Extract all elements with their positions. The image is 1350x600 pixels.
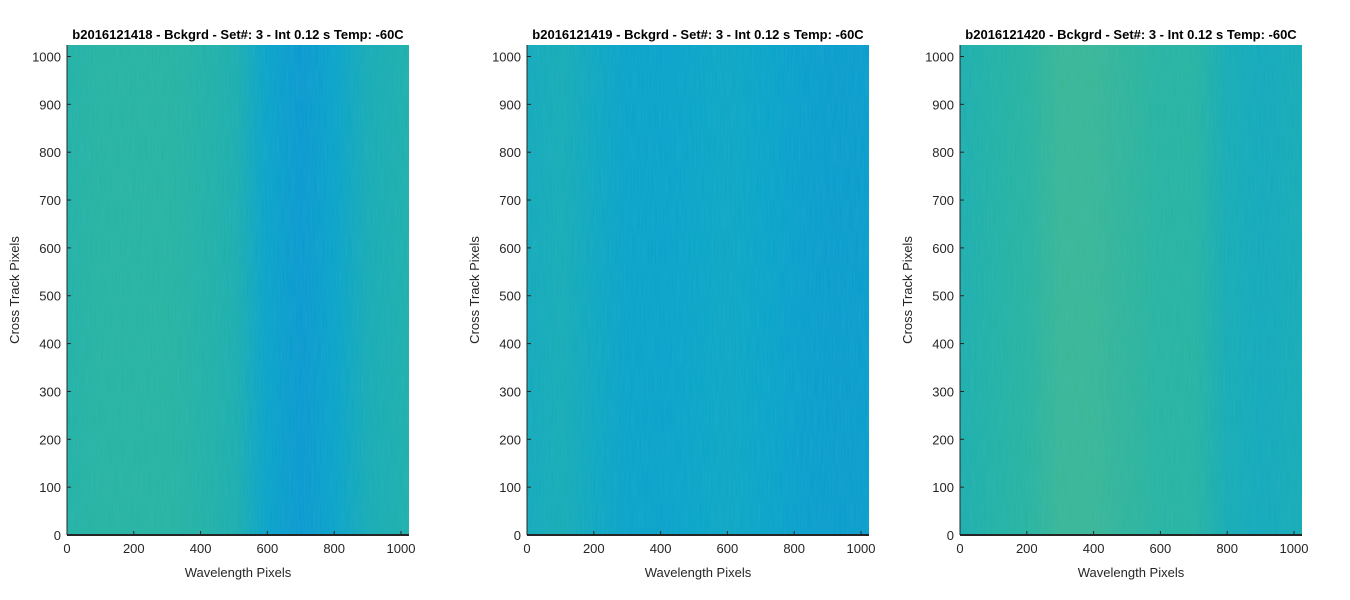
y-tick-label: 600 xyxy=(499,241,521,256)
panel-2: b2016121419 - Bckgrd - Set#: 3 - Int 0.1… xyxy=(467,27,875,580)
y-tick-label: 0 xyxy=(947,528,954,543)
y-tick-label: 300 xyxy=(932,384,954,399)
panel-1-x-axis-label: Wavelength Pixels xyxy=(185,565,292,580)
y-tick-label: 200 xyxy=(499,432,521,447)
x-tick-label: 800 xyxy=(1216,541,1238,556)
panel-1-y-axis-label: Cross Track Pixels xyxy=(7,236,22,344)
y-tick-label: 0 xyxy=(54,528,61,543)
x-tick-label: 0 xyxy=(523,541,530,556)
panel-3-y-axis-label: Cross Track Pixels xyxy=(900,236,915,344)
x-tick-label: 800 xyxy=(783,541,805,556)
panel-2-y-axis-label: Cross Track Pixels xyxy=(467,236,482,344)
panel-2-x-ticks: 0 200 400 600 800 1000 xyxy=(523,531,875,556)
panel-1: b2016121418 - Bckgrd - Set#: 3 - Int 0.1… xyxy=(7,27,415,580)
x-tick-label: 200 xyxy=(1016,541,1038,556)
x-tick-label: 400 xyxy=(190,541,212,556)
x-tick-label: 0 xyxy=(63,541,70,556)
y-tick-label: 800 xyxy=(932,145,954,160)
y-tick-label: 1000 xyxy=(925,49,954,64)
x-tick-label: 1000 xyxy=(387,541,416,556)
panel-3-y-ticks: 0 100 200 300 400 500 600 700 800 900 1000 xyxy=(925,49,964,543)
panel-3: b2016121420 - Bckgrd - Set#: 3 - Int 0.1… xyxy=(900,27,1308,580)
y-tick-label: 0 xyxy=(514,528,521,543)
y-tick-label: 500 xyxy=(499,289,521,304)
panel-3-x-axis-label: Wavelength Pixels xyxy=(1078,565,1185,580)
y-tick-label: 1000 xyxy=(32,49,61,64)
x-tick-label: 1000 xyxy=(847,541,876,556)
y-tick-label: 100 xyxy=(39,480,61,495)
heatmap-texture xyxy=(527,45,869,535)
panel-1-y-ticks: 0 100 200 300 400 500 600 700 800 900 1000 xyxy=(32,49,71,543)
y-tick-label: 800 xyxy=(499,145,521,160)
y-tick-label: 700 xyxy=(499,193,521,208)
x-tick-label: 400 xyxy=(1083,541,1105,556)
y-tick-label: 1000 xyxy=(492,49,521,64)
x-tick-label: 400 xyxy=(650,541,672,556)
panel-3-title: b2016121420 - Bckgrd - Set#: 3 - Int 0.1… xyxy=(965,27,1297,42)
y-tick-label: 300 xyxy=(499,384,521,399)
y-tick-label: 600 xyxy=(39,241,61,256)
x-tick-label: 200 xyxy=(583,541,605,556)
panel-3-x-ticks: 0 200 400 600 800 1000 xyxy=(956,531,1308,556)
y-tick-label: 400 xyxy=(932,337,954,352)
x-tick-label: 1000 xyxy=(1280,541,1309,556)
x-tick-label: 600 xyxy=(717,541,739,556)
panel-1-title: b2016121418 - Bckgrd - Set#: 3 - Int 0.1… xyxy=(72,27,404,42)
y-tick-label: 500 xyxy=(39,289,61,304)
panel-2-x-axis-label: Wavelength Pixels xyxy=(645,565,752,580)
heatmap-texture xyxy=(67,45,409,535)
y-tick-label: 200 xyxy=(932,432,954,447)
y-tick-label: 300 xyxy=(39,384,61,399)
x-tick-label: 800 xyxy=(323,541,345,556)
heatmap-texture xyxy=(960,45,1302,535)
y-tick-label: 700 xyxy=(39,193,61,208)
y-tick-label: 700 xyxy=(932,193,954,208)
panel-2-y-ticks: 0 100 200 300 400 500 600 700 800 900 1000 xyxy=(492,49,531,543)
x-tick-label: 200 xyxy=(123,541,145,556)
x-tick-label: 600 xyxy=(1150,541,1172,556)
y-tick-label: 600 xyxy=(932,241,954,256)
y-tick-label: 500 xyxy=(932,289,954,304)
y-tick-label: 900 xyxy=(499,97,521,112)
panel-1-x-ticks: 0 200 400 600 800 1000 xyxy=(63,531,415,556)
y-tick-label: 800 xyxy=(39,145,61,160)
y-tick-label: 900 xyxy=(932,97,954,112)
y-tick-label: 400 xyxy=(499,337,521,352)
x-tick-label: 0 xyxy=(956,541,963,556)
y-tick-label: 900 xyxy=(39,97,61,112)
y-tick-label: 200 xyxy=(39,432,61,447)
panel-2-title: b2016121419 - Bckgrd - Set#: 3 - Int 0.1… xyxy=(532,27,864,42)
y-tick-label: 100 xyxy=(932,480,954,495)
x-tick-label: 600 xyxy=(257,541,279,556)
y-tick-label: 100 xyxy=(499,480,521,495)
y-tick-label: 400 xyxy=(39,337,61,352)
